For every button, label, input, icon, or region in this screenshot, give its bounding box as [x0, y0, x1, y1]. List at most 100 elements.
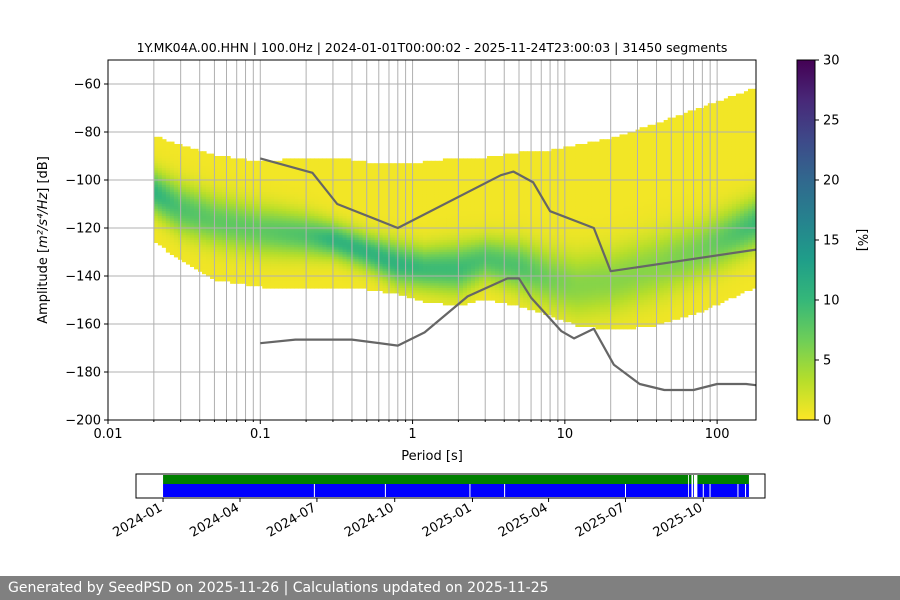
heatmap-cell [198, 192, 203, 195]
heatmap-cell [246, 163, 251, 167]
heatmap-cell [254, 163, 259, 167]
heatmap-cell [338, 240, 344, 243]
heatmap-cell [406, 170, 412, 174]
heatmap-cell [438, 189, 444, 193]
heatmap-cell [206, 216, 211, 219]
heatmap-cell [274, 259, 279, 263]
heatmap-cell [218, 216, 223, 219]
heatmap-cell [173, 192, 179, 195]
heatmap-cell [278, 172, 283, 176]
heatmap-cell [434, 292, 440, 296]
heatmap-cell [266, 264, 271, 267]
heatmap-cell [410, 204, 416, 207]
heatmap-cell [346, 254, 352, 258]
heatmap-cell [210, 168, 215, 171]
heatmap-cell [394, 218, 400, 222]
heatmap-cell [282, 189, 287, 193]
heatmap-cell [342, 266, 348, 270]
heatmap-cell [446, 290, 452, 294]
heatmap-cell [402, 211, 408, 215]
heatmap-cell [274, 228, 279, 231]
heatmap-cell [402, 163, 408, 167]
heatmap-cell [326, 225, 332, 229]
heatmap-column [290, 158, 295, 289]
heatmap-cell [314, 256, 320, 260]
heatmap-cell [442, 254, 448, 258]
heatmap-cell [426, 266, 432, 270]
heatmap-cell [286, 204, 291, 207]
heatmap-cell [338, 256, 344, 260]
heatmap-cell [161, 180, 167, 183]
heatmap-cell [346, 213, 352, 217]
heatmap-cell [173, 184, 179, 188]
heatmap-cell [254, 235, 259, 239]
heatmap-cell [290, 254, 295, 258]
heatmap-cell [358, 218, 364, 222]
heatmap-cell [250, 261, 255, 265]
heatmap-cell [370, 237, 376, 241]
heatmap-cell [318, 192, 324, 195]
heatmap-cell [398, 177, 404, 181]
heatmap-cell [350, 271, 356, 275]
heatmap-cell [306, 230, 311, 234]
heatmap-cell [362, 247, 368, 251]
heatmap-cell [282, 266, 287, 270]
heatmap-cell [302, 254, 307, 258]
heatmap-cell [479, 175, 484, 179]
heatmap-cell [222, 177, 227, 181]
heatmap-cell [169, 218, 175, 222]
heatmap-cell [438, 170, 444, 174]
heatmap-cell [218, 175, 223, 179]
heatmap-cell [366, 256, 372, 260]
heatmap-cell [153, 136, 159, 140]
heatmap-cell [354, 264, 360, 267]
heatmap-cell [230, 237, 235, 241]
heatmap-cell [266, 242, 271, 246]
heatmap-cell [189, 256, 195, 260]
heatmap-cell [378, 240, 384, 243]
heatmap-cell [406, 290, 412, 294]
heatmap-cell [206, 184, 211, 188]
heatmap-cell [310, 256, 316, 260]
heatmap-cell [274, 194, 279, 198]
heatmap-cell [246, 278, 251, 282]
heatmap-cell [242, 232, 247, 236]
heatmap-cell [438, 196, 444, 200]
heatmap-cell [270, 177, 275, 181]
heatmap-cell [274, 189, 279, 193]
heatmap-cell [165, 170, 171, 174]
heatmap-cell [495, 180, 500, 183]
heatmap-cell [250, 165, 255, 169]
heatmap-cell [238, 170, 243, 174]
heatmap-cell [358, 259, 364, 263]
heatmap-cell [270, 230, 275, 234]
heatmap-cell [202, 247, 207, 251]
heatmap-cell [495, 189, 500, 193]
heatmap-cell [378, 237, 384, 241]
heatmap-column [242, 158, 247, 284]
heatmap-cell [422, 283, 428, 287]
heatmap-cell [290, 201, 295, 205]
heatmap-cell [238, 199, 243, 203]
heatmap-cell [350, 228, 356, 231]
heatmap-cell [274, 252, 279, 255]
heatmap-cell [306, 208, 311, 212]
heatmap-cell [503, 204, 508, 207]
heatmap-cell [511, 189, 516, 193]
heatmap-cell [246, 252, 251, 255]
heatmap-cell [503, 182, 508, 186]
heatmap-cell [358, 182, 364, 186]
heatmap-cell [173, 168, 179, 171]
heatmap-cell [479, 235, 484, 239]
heatmap-cell [454, 273, 460, 277]
heatmap-cell [286, 276, 291, 279]
heatmap-cell [438, 240, 444, 243]
heatmap-cell [454, 165, 460, 169]
heatmap-cell [306, 235, 311, 239]
heatmap-cell [430, 194, 436, 198]
heatmap-cell [206, 153, 211, 157]
heatmap-cell [503, 264, 508, 267]
heatmap-cell [274, 235, 279, 239]
heatmap-cell [314, 271, 320, 275]
heatmap-cell [338, 168, 344, 171]
